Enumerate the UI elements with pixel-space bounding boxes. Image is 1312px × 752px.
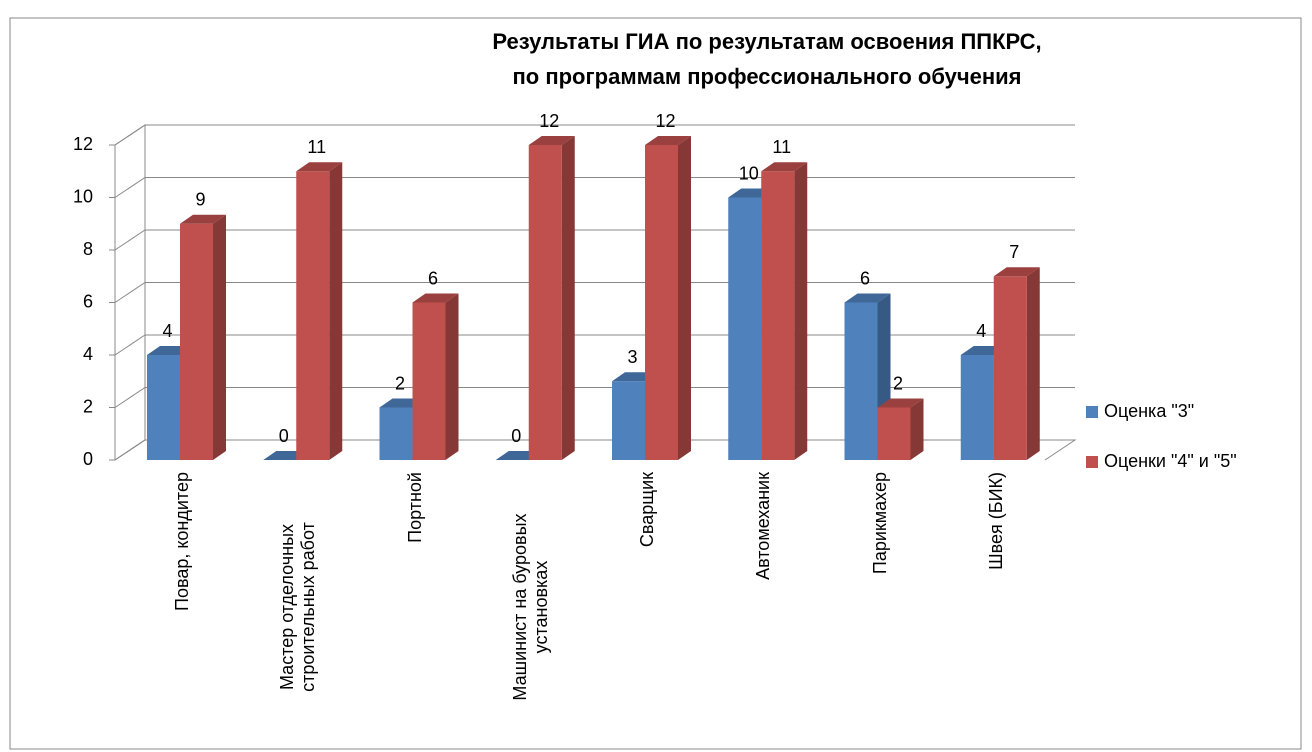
bar-top xyxy=(296,162,343,172)
value-label: 0 xyxy=(279,426,289,446)
value-label: 4 xyxy=(976,321,986,341)
y-tick-label: 10 xyxy=(73,186,93,206)
bar xyxy=(180,223,213,460)
bar-side xyxy=(910,398,924,460)
y-tick-label: 4 xyxy=(83,344,93,364)
x-tick-text: Парикмахер xyxy=(869,472,890,575)
bar xyxy=(412,302,446,460)
bar-side xyxy=(329,162,343,460)
y-tick-label: 0 xyxy=(83,449,93,469)
bar xyxy=(296,171,330,460)
value-label: 0 xyxy=(511,426,521,446)
bar-top xyxy=(645,136,691,145)
value-label: 7 xyxy=(1009,242,1019,262)
bar-top xyxy=(528,136,575,145)
bar-side xyxy=(445,293,459,460)
x-tick-label: Мастер отделочных строительных работ xyxy=(268,472,328,742)
grid-line xyxy=(114,177,1075,198)
grid-line xyxy=(114,124,1075,146)
value-label: 3 xyxy=(627,347,637,367)
value-label: 9 xyxy=(195,190,205,210)
bar xyxy=(645,145,678,460)
bar-top xyxy=(180,214,226,224)
y-tick-label: 6 xyxy=(83,291,93,311)
y-tick-label: 8 xyxy=(83,239,93,259)
value-label: 10 xyxy=(739,163,759,183)
x-tick-label: Парикмахер xyxy=(850,472,910,742)
legend-swatch xyxy=(1086,456,1098,468)
x-tick-text: Машинист на буровых установках xyxy=(509,513,551,701)
bar-side xyxy=(561,136,575,460)
bar-side xyxy=(794,162,808,460)
bar xyxy=(528,145,562,460)
y-tick-label: 2 xyxy=(83,396,93,416)
bar-top xyxy=(993,267,1040,277)
x-tick-label: Автомеханик xyxy=(733,472,793,742)
x-tick-text: Сварщик xyxy=(636,472,657,548)
x-tick-label: Повар, кондитер xyxy=(152,472,212,742)
x-tick-label: Сварщик xyxy=(617,472,677,742)
grid-line xyxy=(114,229,1075,251)
bar-top xyxy=(761,162,808,172)
value-label: 4 xyxy=(162,321,172,341)
x-tick-text: Повар, кондитер xyxy=(171,472,192,611)
grid-line xyxy=(114,387,1075,408)
value-label: 12 xyxy=(539,111,559,131)
bar xyxy=(612,381,645,460)
chart-frame xyxy=(9,17,1302,750)
bar-top xyxy=(412,293,459,303)
bar-side xyxy=(678,136,691,460)
bar xyxy=(960,355,994,460)
bar-top xyxy=(844,293,891,303)
value-label: 2 xyxy=(893,373,903,393)
y-tick-label: 12 xyxy=(73,134,93,154)
value-label: 12 xyxy=(655,111,675,131)
legend-swatch xyxy=(1086,406,1098,418)
x-tick-text: Мастер отделочных строительных работ xyxy=(277,522,319,692)
grid-line xyxy=(114,282,1075,303)
bar-top xyxy=(877,398,924,408)
chart-title: Результаты ГИА по результатам освоения П… xyxy=(492,29,1042,89)
x-tick-label: Швея (БИК) xyxy=(966,472,1026,742)
grid-line xyxy=(114,439,1075,461)
bar xyxy=(761,171,795,460)
value-label: 11 xyxy=(772,137,791,157)
bar xyxy=(844,302,878,460)
legend-label: Оценки "4" и "5" xyxy=(1104,451,1237,471)
value-label: 6 xyxy=(428,268,438,288)
bar xyxy=(379,407,413,460)
legend-label: Оценка "3" xyxy=(1104,401,1194,421)
bar xyxy=(993,276,1027,460)
bar xyxy=(147,355,180,460)
x-tick-label: Портной xyxy=(385,472,445,742)
bar xyxy=(728,197,762,460)
floor xyxy=(114,439,1077,461)
x-tick-text: Автомеханик xyxy=(752,472,773,580)
x-tick-label: Машинист на буровых установках xyxy=(501,472,561,742)
x-tick-text: Портной xyxy=(404,472,425,543)
value-label: 11 xyxy=(307,137,326,157)
grid-line xyxy=(114,334,1075,356)
value-label: 2 xyxy=(395,373,405,393)
bar-side xyxy=(1026,267,1040,460)
bar xyxy=(877,407,911,460)
x-tick-text: Швея (БИК) xyxy=(985,472,1006,570)
bar-side xyxy=(213,214,226,460)
value-label: 6 xyxy=(860,268,870,288)
